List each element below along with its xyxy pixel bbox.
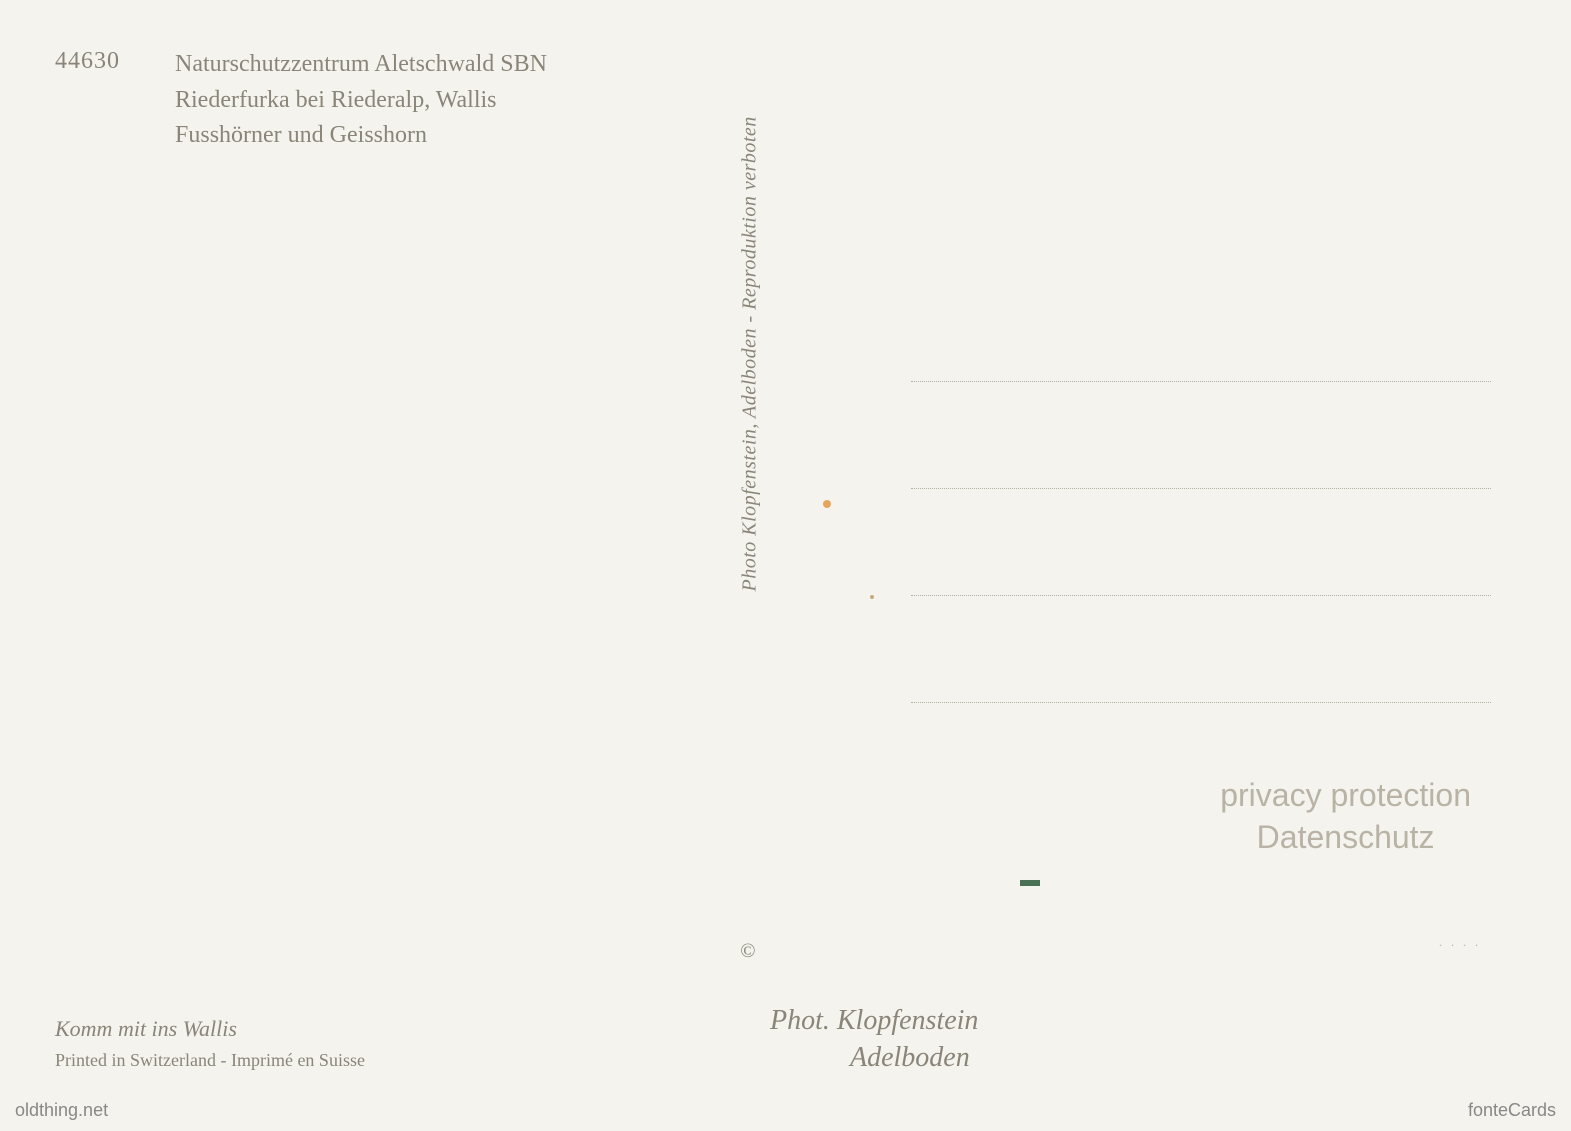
- card-description: Naturschutzzentrum Aletschwald SBN Riede…: [175, 48, 547, 155]
- green-mark: [1020, 880, 1040, 886]
- watermark-line-1: privacy protection: [1220, 775, 1471, 817]
- copyright-text: Photo Klopfenstein, Adelboden - Reproduk…: [739, 116, 762, 591]
- privacy-watermark: privacy protection Datenschutz: [1220, 775, 1471, 858]
- description-line-3: Fusshörner und Geisshorn: [175, 119, 547, 153]
- bottom-left-block: Komm mit ins Wallis Printed in Switzerla…: [55, 1016, 365, 1071]
- signature-line-1: Phot. Klopfenstein: [770, 1003, 978, 1039]
- watermark-line-2: Datenschutz: [1220, 817, 1471, 859]
- postcard-back: 44630 Naturschutzzentrum Aletschwald SBN…: [0, 0, 1571, 1131]
- brand-watermark-left: oldthing.net: [15, 1100, 108, 1121]
- photographer-signature: Phot. Klopfenstein Adelboden: [770, 1003, 978, 1076]
- card-number: 44630: [55, 48, 120, 75]
- address-line-4: [911, 701, 1491, 703]
- copyright-symbol: ©: [740, 940, 755, 963]
- address-line-3: [911, 594, 1491, 596]
- stain-dot-small: [870, 595, 874, 599]
- address-line-2: [911, 487, 1491, 489]
- stain-dot-orange: [823, 500, 831, 508]
- address-area: [911, 380, 1491, 808]
- brand-watermark-right: fonteCards: [1468, 1100, 1556, 1121]
- description-line-2: Riederfurka bei Riederalp, Wallis: [175, 84, 547, 118]
- description-line-1: Naturschutzzentrum Aletschwald SBN: [175, 48, 547, 82]
- tagline: Komm mit ins Wallis: [55, 1016, 365, 1042]
- printed-info: Printed in Switzerland - Imprimé en Suis…: [55, 1050, 365, 1071]
- signature-line-2: Adelboden: [850, 1040, 978, 1076]
- corner-dots: . . . .: [1439, 935, 1481, 950]
- address-line-1: [911, 380, 1491, 382]
